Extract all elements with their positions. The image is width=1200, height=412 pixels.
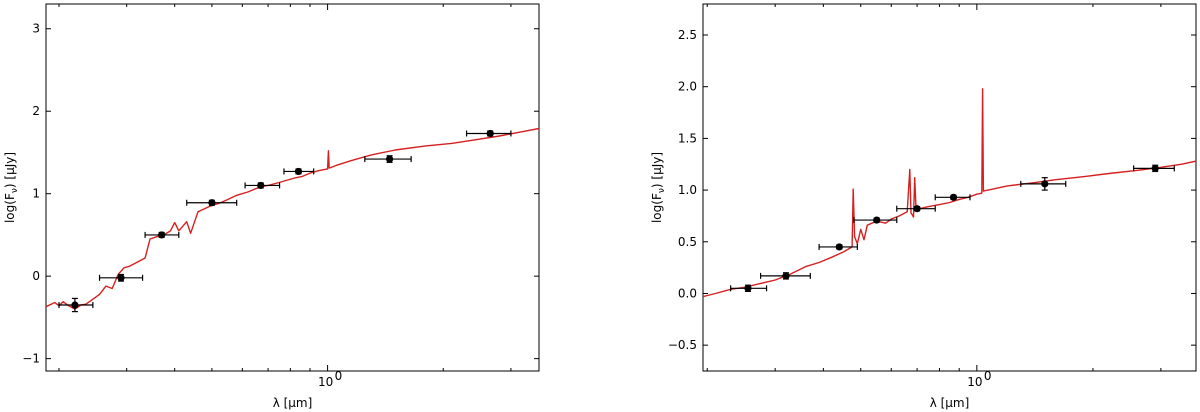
- data-marker: [1041, 180, 1049, 188]
- y-tick-label: 1.0: [678, 183, 697, 197]
- y-tick-label: 0.5: [678, 235, 697, 249]
- photometry-point: [1133, 164, 1175, 173]
- photometry-point: [1020, 177, 1067, 191]
- y-axis-label-unit: ) [μJy]: [3, 152, 17, 188]
- photometry-point: [186, 199, 238, 207]
- data-marker: [257, 181, 265, 190]
- data-marker: [486, 129, 494, 138]
- photometry-point: [818, 243, 858, 251]
- photometry-point: [144, 231, 180, 239]
- y-axis-label-unit: ) [μJy]: [650, 152, 664, 188]
- y-tick-label: 2.5: [678, 28, 697, 42]
- data-marker: [208, 199, 216, 207]
- photometry-point: [58, 297, 94, 313]
- y-axis-label-main: log(F: [650, 193, 664, 223]
- photometry-point: [465, 129, 512, 138]
- y-tick-label: 3: [32, 22, 40, 36]
- y-tick-label: 1.5: [678, 131, 697, 145]
- photometry-point: [896, 205, 936, 213]
- photometry-point: [283, 167, 315, 176]
- data-marker: [744, 284, 752, 292]
- y-axis-label: log(Fν) [μJy]: [3, 152, 20, 223]
- data-marker: [949, 193, 958, 201]
- chart-panel-2: −0.5 0.0 0.5 1.0 1.5 2.0 2.5 10 0 λ [μm] log(Fν) […: [650, 3, 1197, 410]
- data-marker: [782, 272, 790, 280]
- y-axis-label-main: log(F: [3, 193, 17, 223]
- data-marker: [873, 216, 881, 224]
- photometry-point: [759, 272, 811, 280]
- y-tick-label: 1: [32, 187, 40, 201]
- data-layer: [46, 127, 539, 313]
- x-tick-label: 10: [318, 375, 333, 389]
- data-marker: [294, 167, 303, 176]
- photometry-point: [364, 155, 412, 163]
- model-sed-line: [46, 127, 539, 310]
- data-marker: [385, 155, 394, 163]
- y-axis-label-sub: ν: [657, 188, 667, 193]
- y-tick-label: 2.0: [678, 80, 697, 94]
- y-tick-label: −0.5: [668, 338, 697, 352]
- x-axis-label: λ [μm]: [273, 396, 313, 410]
- x-axis-label: λ [μm]: [930, 396, 970, 410]
- photometry-point: [730, 284, 768, 292]
- x-tick-exponent: 0: [335, 369, 343, 383]
- photometry-point: [853, 216, 898, 224]
- y-tick-label: 0.0: [678, 286, 697, 300]
- data-marker: [158, 231, 166, 239]
- photometry-point: [244, 181, 281, 190]
- data-marker: [117, 274, 125, 282]
- photometry-point: [98, 273, 144, 282]
- y-tick-label: 0: [32, 269, 40, 283]
- x-tick-label: 10: [967, 375, 982, 389]
- data-marker: [71, 301, 79, 309]
- data-marker: [913, 205, 921, 213]
- y-axis-label-sub: ν: [10, 188, 20, 193]
- y-tick-label: 2: [32, 104, 40, 118]
- data-marker: [835, 243, 843, 251]
- plot-frame: [45, 3, 540, 372]
- x-tick-exponent: 0: [984, 369, 992, 383]
- plot-frame: [702, 3, 1197, 372]
- photometry-point: [934, 193, 971, 201]
- data-marker: [1151, 164, 1159, 172]
- y-axis-label: log(Fν) [μJy]: [650, 152, 667, 223]
- model-sed-line: [703, 88, 1196, 298]
- data-layer: [703, 88, 1196, 298]
- y-tick-label: −1: [22, 352, 40, 366]
